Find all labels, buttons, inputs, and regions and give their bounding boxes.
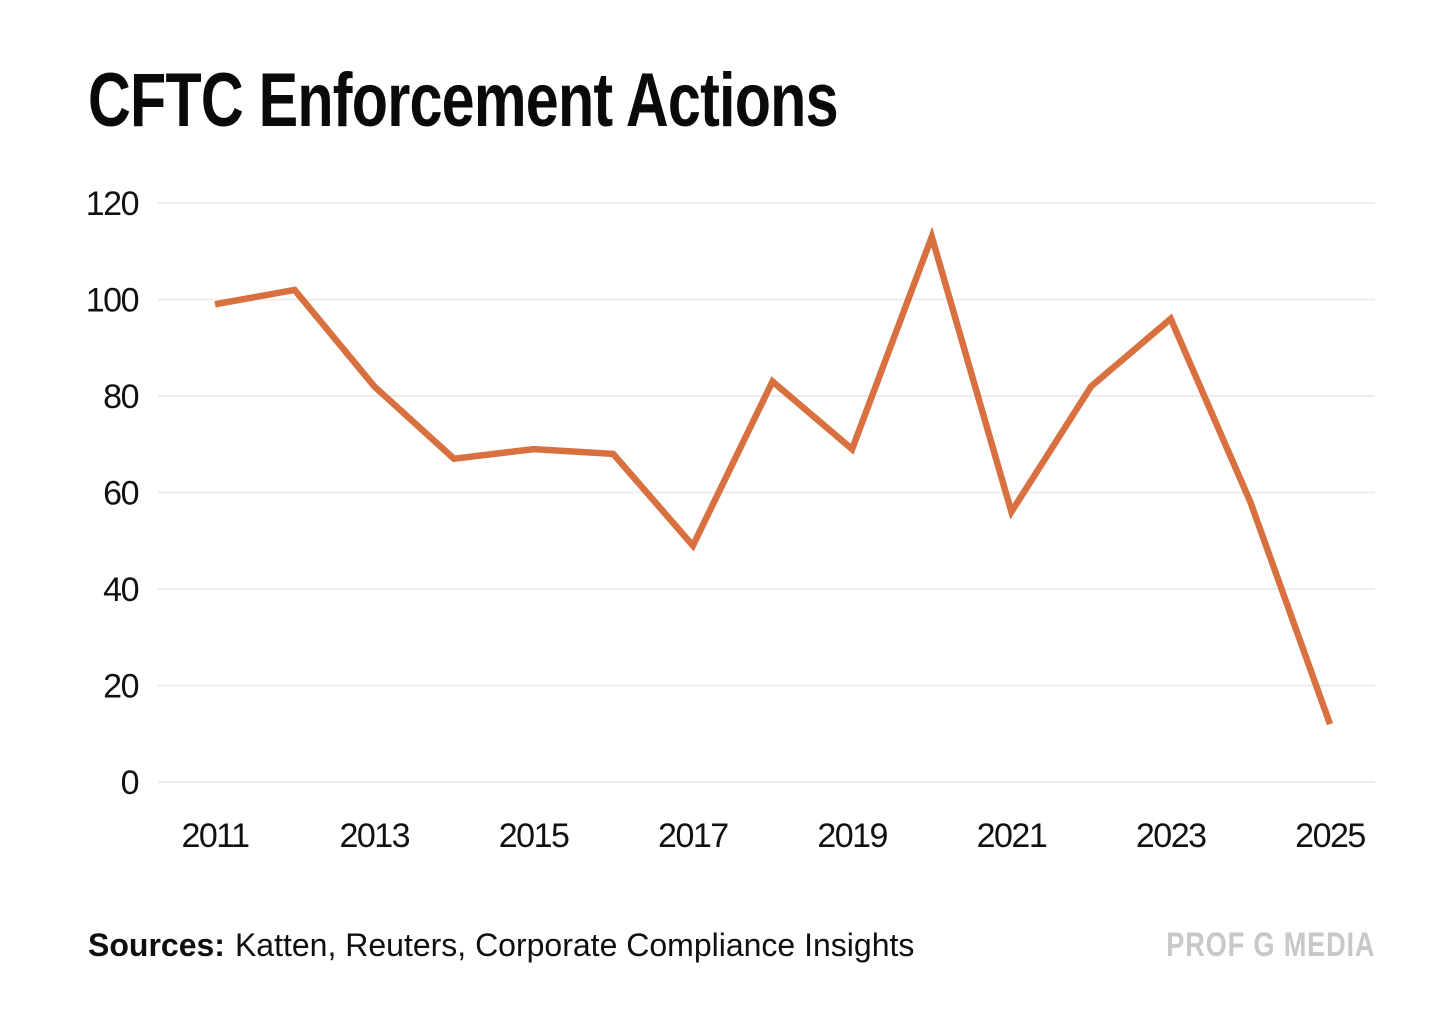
y-tick-label: 100 [86,282,139,320]
x-tick-label: 2025 [1295,817,1365,855]
x-tick-label: 2011 [181,817,249,855]
sources-text: Katten, Reuters, Corporate Compliance In… [234,927,915,963]
x-tick-label: 2021 [977,817,1047,855]
x-tick-label: 2019 [817,817,887,855]
x-tick-label: 2015 [499,817,569,855]
x-tick-label: 2013 [339,817,409,855]
brand-watermark: PROF G MEDIA [1165,926,1375,964]
y-tick-label: 20 [103,668,138,706]
sources: Sources: Katten, Reuters, Corporate Compl… [88,927,914,964]
x-tick-label: 2017 [658,817,728,855]
y-tick-label: 0 [121,764,139,802]
y-tick-label: 80 [103,378,138,416]
x-tick-label: 2023 [1136,817,1206,855]
sources-label: Sources: [88,927,225,963]
y-tick-label: 60 [103,475,138,513]
y-tick-label: 40 [103,571,138,609]
data-line [214,226,1334,726]
chart-title: CFTC Enforcement Actions [88,58,839,143]
y-tick-label: 120 [86,185,139,223]
